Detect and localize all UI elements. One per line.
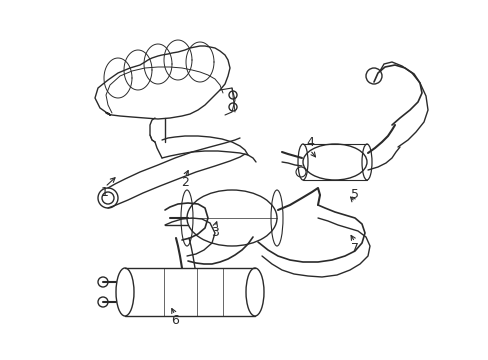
Text: 3: 3 — [211, 226, 219, 239]
Text: 5: 5 — [350, 189, 358, 202]
Text: 7: 7 — [350, 242, 358, 255]
Text: 2: 2 — [181, 176, 188, 189]
Text: 4: 4 — [305, 136, 313, 149]
Text: 6: 6 — [171, 314, 179, 327]
Text: 1: 1 — [101, 186, 109, 199]
